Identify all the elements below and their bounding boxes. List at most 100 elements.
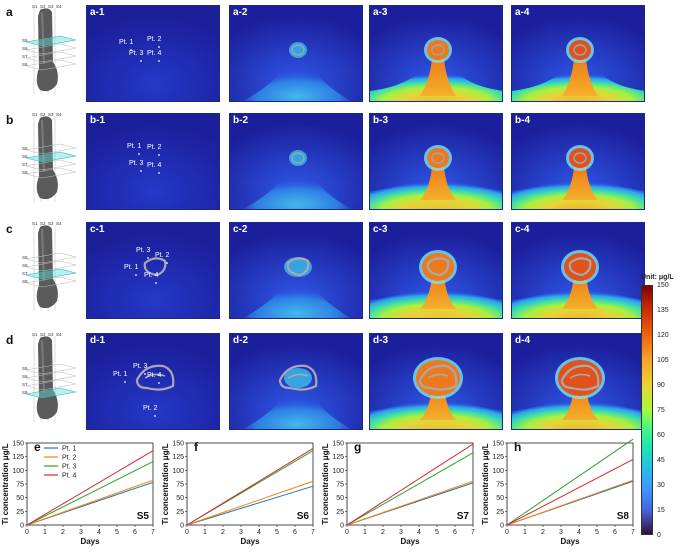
series-line-pt4 (186, 448, 314, 526)
y-tick-label: 125 (172, 454, 184, 461)
x-tick-label: 1 (43, 529, 47, 536)
panel-label: b-3 (373, 115, 388, 126)
point-label-4: Pt. 4 (147, 162, 162, 169)
row-label-a: a (6, 5, 13, 19)
section-label-s5: S5 (22, 146, 28, 151)
colorbar-tick: 120 (657, 332, 669, 339)
colorbar-tick: 45 (657, 457, 665, 464)
section-label-s5: S5 (22, 255, 28, 260)
section-label-s3: S3 (48, 112, 54, 117)
series-line-pt2 (346, 480, 474, 526)
section-label-s6: S6 (22, 154, 28, 159)
series-line-pt2 (506, 479, 634, 526)
point-label-2: Pt. 2 (147, 144, 162, 151)
section-label-s7: S7 (22, 54, 28, 59)
sim-panel-a-1: a-1 Pt. 1 Pt. 2 Pt. 3 Pt. 4 (86, 5, 220, 102)
chart-panel-label: h (514, 440, 522, 454)
y-tick-label: 75 (336, 482, 344, 489)
x-tick-label: 5 (435, 529, 439, 536)
panel-label: b-4 (515, 115, 530, 126)
section-label-s2: S2 (40, 332, 46, 337)
x-tick-label: 2 (221, 529, 225, 536)
point-label-2: Pt. 2 (143, 405, 158, 412)
y-tick-label: 150 (12, 441, 24, 448)
legend-label-pt3: Pt. 3 (62, 464, 77, 471)
y-axis-label: Ti concentration μg/L (321, 443, 330, 524)
colorbar-tick: 60 (657, 432, 665, 439)
section-label-s6: S6 (22, 263, 28, 268)
y-tick-label: 0 (500, 523, 504, 530)
sim-panel-d-1: d-1 Pt. 1 Pt. 2 Pt. 3 Pt. 4 (86, 333, 220, 430)
bone-model-c: S1 S2 S3 S4 S5 S6 S7 S8 (20, 219, 80, 324)
x-tick-label: 7 (311, 529, 315, 536)
x-axis-label: Days (560, 537, 580, 546)
point-label-1: Pt. 1 (113, 371, 128, 378)
x-tick-label: 0 (25, 529, 29, 536)
x-tick-label: 3 (79, 529, 83, 536)
sim-panel-b-1: b-1 Pt. 1 Pt. 2 Pt. 3 Pt. 4 (86, 113, 220, 210)
section-label-s5: S5 (22, 38, 28, 43)
y-tick-label: 100 (492, 468, 504, 475)
series-line-pt2 (26, 479, 154, 526)
section-label-s6: S6 (22, 46, 28, 51)
y-axis-label: Ti concentration μg/L (1, 443, 10, 524)
y-tick-label: 75 (16, 482, 24, 489)
panel-label: a-4 (515, 7, 530, 18)
bone-model-d: S1 S2 S3 S4 S5 S6 S7 S8 (20, 330, 80, 435)
y-tick-label: 25 (336, 509, 344, 516)
x-tick-label: 1 (363, 529, 367, 536)
section-label-s4: S4 (56, 221, 62, 226)
y-tick-label: 100 (332, 468, 344, 475)
panel-label: b-1 (90, 115, 105, 126)
chart-g: 0 25 50 75 100 125 150 0 1 2 3 4 5 6 7 Days Ti concentra… (320, 435, 480, 552)
section-label-s8: S8 (22, 62, 28, 67)
point-label-1: Pt. 1 (124, 264, 139, 271)
sim-panel-c-3: c-3 (369, 222, 503, 319)
sim-panel-a-2: a-2 (229, 5, 363, 102)
panel-label: c-2 (233, 224, 248, 235)
y-axis-label: Ti concentration μg/L (161, 443, 170, 524)
panel-label: a-3 (373, 7, 388, 18)
section-label-s8: S8 (22, 170, 28, 175)
plot-frame (186, 442, 314, 526)
y-tick-label: 125 (492, 454, 504, 461)
x-tick-label: 3 (399, 529, 403, 536)
x-tick-label: 1 (203, 529, 207, 536)
section-label-s5: S5 (22, 366, 28, 371)
colorbar-tick: 75 (657, 407, 665, 414)
sim-panel-a-4: a-4 (511, 5, 645, 102)
y-tick-label: 25 (496, 509, 504, 516)
sim-panel-a-3: a-3 (369, 5, 503, 102)
section-label-s7: S7 (22, 382, 28, 387)
y-tick-label: 150 (492, 441, 504, 448)
point-label-4: Pt. 4 (147, 372, 162, 379)
row-label-b: b (6, 113, 14, 127)
chart-panel-label: f (194, 440, 198, 454)
y-tick-label: 50 (496, 495, 504, 502)
series-line-pt4 (26, 450, 154, 526)
row-label-c: c (6, 222, 13, 236)
y-axis-label: Ti concentration μg/L (481, 443, 490, 524)
legend-label-pt1: Pt. 1 (62, 446, 77, 453)
colorbar-tick: 150 (657, 282, 669, 289)
sim-panel-d-3: d-3 (369, 333, 503, 430)
sim-panel-c-1: c-1 Pt. 1 Pt. 2 Pt. 3 Pt. 4 (86, 222, 220, 319)
x-tick-label: 4 (417, 529, 421, 536)
x-tick-label: 4 (257, 529, 261, 536)
y-tick-label: 125 (332, 454, 344, 461)
section-label-s3: S3 (48, 221, 54, 226)
section-label-s6: S6 (22, 374, 28, 379)
y-tick-label: 50 (176, 495, 184, 502)
section-label-s1: S1 (32, 112, 38, 117)
point-label-2: Pt. 2 (147, 36, 162, 43)
colorbar-tick: 135 (657, 307, 669, 314)
x-tick-label: 5 (275, 529, 279, 536)
y-tick-label: 50 (336, 495, 344, 502)
sim-panel-c-4: c-4 (511, 222, 645, 319)
x-tick-label: 0 (185, 529, 189, 536)
bone-model-a: S1 S2 S3 S4 S5 S6 S7 S8 (20, 2, 80, 107)
series-line-pt3 (26, 461, 154, 526)
section-label-s2: S2 (40, 221, 46, 226)
x-tick-label: 6 (133, 529, 137, 536)
y-tick-label: 150 (332, 441, 344, 448)
